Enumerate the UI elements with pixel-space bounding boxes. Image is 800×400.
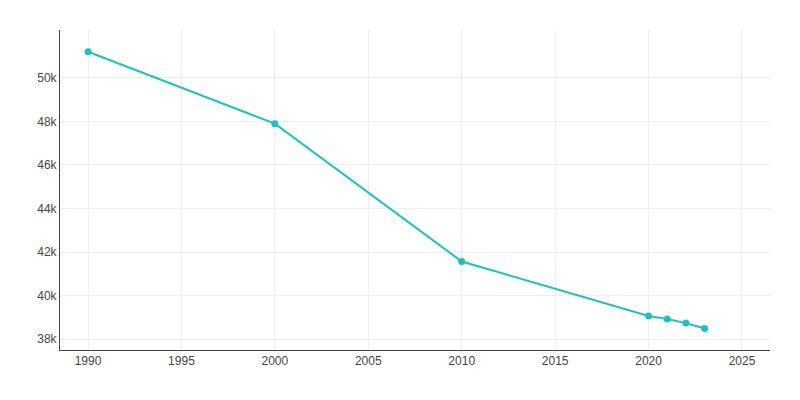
svg-text:48k: 48k — [37, 115, 57, 129]
svg-text:38k: 38k — [37, 332, 57, 346]
svg-text:44k: 44k — [37, 202, 57, 216]
svg-text:2010: 2010 — [448, 354, 475, 368]
svg-text:2025: 2025 — [729, 354, 756, 368]
svg-text:40k: 40k — [37, 289, 57, 303]
svg-text:50k: 50k — [37, 71, 57, 85]
svg-text:46k: 46k — [37, 158, 57, 172]
svg-text:1990: 1990 — [75, 354, 102, 368]
svg-text:2015: 2015 — [542, 354, 569, 368]
svg-text:2020: 2020 — [635, 354, 662, 368]
svg-text:2005: 2005 — [355, 354, 382, 368]
svg-text:42k: 42k — [37, 245, 57, 259]
svg-text:2000: 2000 — [262, 354, 289, 368]
svg-text:1995: 1995 — [168, 354, 195, 368]
